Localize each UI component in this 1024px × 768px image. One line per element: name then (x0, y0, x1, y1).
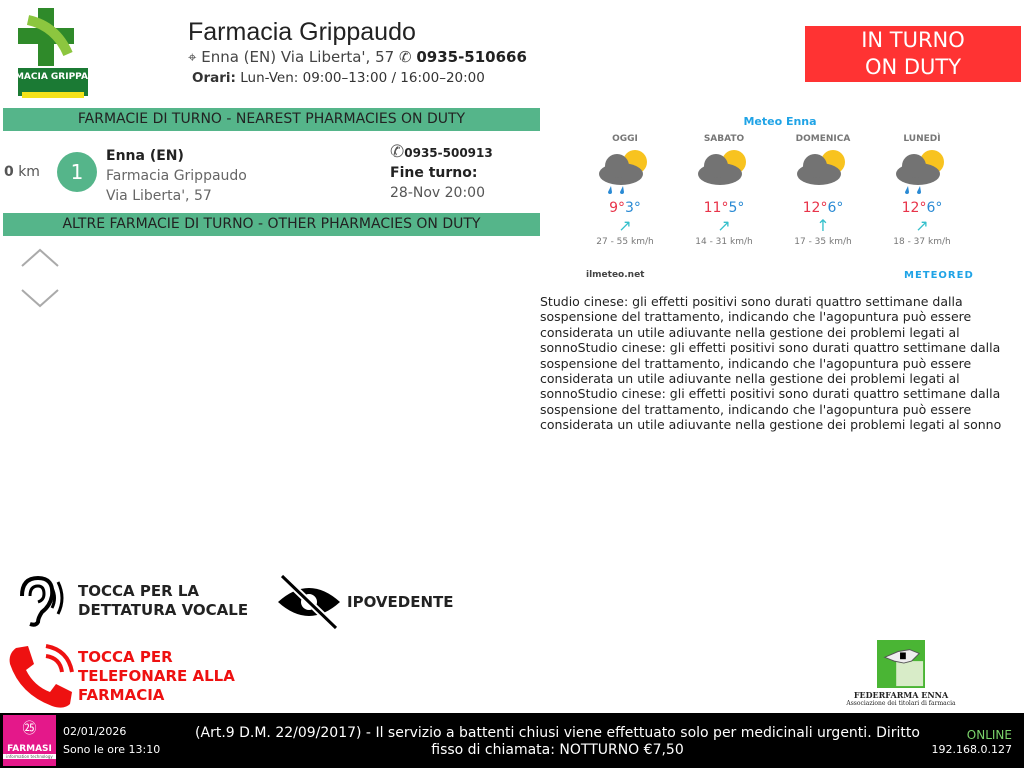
federfarma-logo: FEDERFARMA ENNA Associazione dei titolar… (846, 640, 956, 708)
hours-text: Lun-Ven: 09:00–13:00 / 16:00–20:00 (240, 70, 485, 86)
footer-bar: ㉕ FARMASI information technology 02/01/2… (0, 713, 1024, 768)
voice-dictation-button[interactable]: TOCCA PER LA DETTATURA VOCALE (78, 582, 248, 620)
call-line-3: FARMACIA (78, 686, 165, 704)
pharmacy-list-item[interactable]: Enna (EN) Farmacia Grippaudo Via Liberta… (106, 146, 247, 206)
scroll-down-button[interactable] (20, 286, 60, 310)
farmasi-sub: information technology (3, 754, 56, 759)
min-temp: 5° (728, 200, 745, 216)
weather-day: DOMENICA 12°6° ↑ 17 - 35 km/h (768, 134, 878, 247)
weather-day: LUNEDÌ 12°6° ↗ 18 - 37 km/h (867, 134, 977, 247)
wind-arrow-icon: ↗ (717, 216, 731, 235)
pharmacy-title: Farmacia Grippaudo (188, 18, 416, 46)
max-temp: 9° (609, 200, 625, 216)
other-pharmacies-header: ALTRE FARMACIE DI TURNO - OTHER PHARMACI… (3, 213, 540, 236)
wind-speed: 17 - 35 km/h (794, 237, 852, 247)
max-temp: 12° (901, 200, 927, 216)
weather-widget[interactable]: Meteo Enna OGGI 9°3° ↗ 27 - 55 km/h SABAT… (570, 112, 990, 287)
phone-icon: ✆ (398, 48, 412, 66)
footer-date: 02/01/2026 (63, 725, 127, 738)
address-text: Enna (EN) Via Liberta', 57 (201, 48, 395, 66)
weather-day: OGGI 9°3° ↗ 27 - 55 km/h (570, 134, 680, 247)
min-temp: 6° (827, 200, 844, 216)
weather-day: SABATO 11°5° ↗ 14 - 31 km/h (669, 134, 779, 247)
duty-en: ON DUTY (864, 55, 962, 79)
wind-speed: 27 - 55 km/h (596, 237, 654, 247)
anniversary-icon: ㉕ (22, 721, 37, 737)
max-temp: 12° (802, 200, 828, 216)
wind-arrow-icon: ↗ (618, 216, 632, 235)
day-label: DOMENICA (795, 134, 851, 144)
day-label: OGGI (612, 134, 638, 144)
news-text: Studio cinese: gli effetti positivi sono… (540, 294, 1002, 433)
end-time: 28-Nov 20:00 (390, 185, 485, 201)
wind-arrow-icon: ↗ (915, 216, 929, 235)
weather-title: Meteo Enna (743, 115, 817, 128)
weather-source[interactable]: ilmeteo.net (586, 270, 645, 280)
min-temp: 3° (625, 200, 641, 216)
distance-unit: km (18, 164, 40, 180)
opening-hours: Orari: Lun-Ven: 09:00–13:00 / 16:00–20:0… (192, 70, 485, 86)
end-label: Fine turno: (390, 165, 478, 181)
cloud-sun-icon (797, 150, 845, 185)
low-vision-button[interactable]: IPOVEDENTE (347, 593, 454, 611)
farmasi-logo: ㉕ FARMASI information technology (3, 715, 56, 766)
hours-label: Orari: (192, 70, 236, 86)
distance: 0 km (4, 164, 40, 180)
location-pin-icon: ⌖ (188, 48, 197, 66)
wind-arrow-icon: ↑ (816, 216, 830, 235)
federfarma-sub: Associazione dei titolari di farmacia (846, 700, 956, 707)
item-street: Via Liberta', 57 (106, 188, 212, 204)
distance-value: 0 (4, 164, 14, 180)
logo-text: FARMACIA GRIPPAUDO (16, 72, 90, 82)
call-pharmacy-button[interactable]: TOCCA PER TELEFONARE ALLA FARMACIA (78, 648, 235, 705)
item-name: Farmacia Grippaudo (106, 168, 247, 184)
wind-speed: 14 - 31 km/h (695, 237, 753, 247)
footer-notice: (Art.9 D.M. 22/09/2017) - Il servizio a … (195, 725, 920, 758)
on-duty-badge: IN TURNO ON DUTY (805, 26, 1021, 82)
ear-icon[interactable] (12, 574, 68, 628)
max-temp: 11° (703, 200, 729, 216)
footer-time: Sono le ore 13:10 (63, 743, 161, 756)
pharmacy-phone[interactable]: 0935-510666 (416, 48, 527, 66)
item-duty-info: ✆0935-500913 Fine turno: 28-Nov 20:00 (390, 142, 493, 203)
cloud-sun-icon (698, 150, 746, 185)
connection-status: ONLINE (966, 728, 1012, 742)
eye-slash-icon[interactable] (274, 572, 344, 632)
day-label: SABATO (703, 134, 745, 144)
pharmacy-address: ⌖ Enna (EN) Via Liberta', 57 ✆ 0935-5106… (188, 48, 527, 66)
call-line-2: TELEFONARE ALLA (78, 667, 235, 685)
ip-address: 192.168.0.127 (931, 743, 1012, 756)
call-line-1: TOCCA PER (78, 648, 173, 666)
day-label: LUNEDÌ (903, 134, 941, 144)
item-phone[interactable]: 0935-500913 (404, 146, 493, 160)
duty-it: IN TURNO (861, 28, 965, 52)
cloud-sun-rain-icon (599, 150, 647, 194)
rank-badge: 1 (57, 152, 97, 192)
wind-speed: 18 - 37 km/h (893, 237, 951, 247)
nearest-pharmacies-header: FARMACIE DI TURNO - NEAREST PHARMACIES O… (3, 108, 540, 131)
scroll-up-button[interactable] (20, 246, 60, 270)
item-city: Enna (EN) (106, 148, 184, 164)
voice-line-2: DETTATURA VOCALE (78, 601, 249, 619)
cloud-sun-rain-icon (896, 150, 944, 194)
phone-call-icon[interactable] (6, 642, 76, 712)
voice-line-1: TOCCA PER LA (78, 582, 200, 600)
min-temp: 6° (926, 200, 943, 216)
meteored-logo: METEORED (904, 270, 974, 281)
farmasi-brand: FARMASI (7, 744, 52, 754)
federfarma-name: FEDERFARMA ENNA (853, 690, 949, 700)
phone-icon: ✆ (390, 142, 405, 162)
pharmacy-logo: FARMACIA GRIPPAUDO (0, 6, 110, 100)
